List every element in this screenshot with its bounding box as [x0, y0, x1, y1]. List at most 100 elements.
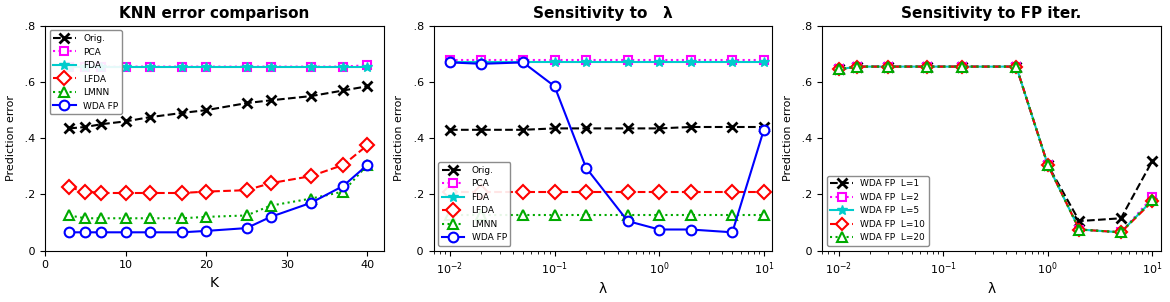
Orig.	[263, 98, 277, 102]
Orig.	[95, 122, 109, 126]
PCA	[304, 65, 318, 69]
WDA FP	[474, 62, 488, 66]
Orig.	[304, 94, 318, 98]
LFDA	[443, 190, 457, 193]
Line: WDA FP  L=5: WDA FP L=5	[834, 62, 1157, 237]
LMNN	[757, 214, 771, 217]
WDA FP  L=20	[1072, 228, 1086, 231]
LMNN	[683, 214, 697, 217]
Orig.	[176, 111, 190, 115]
WDA FP  L=10	[1145, 200, 1159, 203]
WDA FP  L=1	[849, 65, 863, 69]
WDA FP  L=5	[1114, 230, 1128, 234]
FDA	[263, 65, 277, 69]
LFDA	[360, 143, 374, 147]
Line: WDA FP  L=10: WDA FP L=10	[834, 63, 1157, 236]
WDA FP  L=20	[881, 65, 895, 69]
FDA	[95, 65, 109, 69]
WDA FP	[652, 228, 666, 231]
WDA FP  L=5	[920, 65, 934, 69]
Orig.	[240, 101, 254, 105]
FDA	[652, 61, 666, 64]
PCA	[118, 65, 132, 69]
WDA FP  L=20	[1145, 198, 1159, 202]
LFDA	[474, 190, 488, 193]
Orig.	[683, 125, 697, 129]
LMNN	[143, 217, 157, 220]
LMNN	[336, 190, 350, 193]
PCA	[263, 65, 277, 69]
LMNN	[548, 214, 562, 217]
Legend: WDA FP  L=1, WDA FP  L=2, WDA FP  L=5, WDA FP  L=10, WDA FP  L=20: WDA FP L=1, WDA FP L=2, WDA FP L=5, WDA …	[827, 176, 929, 246]
FDA	[516, 61, 530, 64]
FDA	[443, 61, 457, 64]
WDA FP	[199, 229, 213, 233]
LMNN	[199, 215, 213, 219]
WDA FP	[579, 166, 593, 169]
LFDA	[176, 191, 190, 195]
WDA FP  L=20	[849, 65, 863, 69]
Orig.	[548, 127, 562, 130]
WDA FP  L=20	[920, 65, 934, 69]
LFDA	[725, 190, 739, 193]
PCA	[62, 65, 76, 69]
Legend: Orig., PCA, FDA, LFDA, LMNN, WDA FP: Orig., PCA, FDA, LFDA, LMNN, WDA FP	[49, 31, 122, 114]
FDA	[548, 61, 562, 64]
Line: Orig.: Orig.	[445, 122, 769, 135]
WDA FP  L=10	[1041, 163, 1055, 167]
WDA FP	[360, 163, 374, 167]
Orig.	[360, 85, 374, 88]
LMNN	[620, 214, 634, 217]
Y-axis label: Prediction error: Prediction error	[783, 95, 793, 181]
Title: Sensitivity to   λ: Sensitivity to λ	[534, 5, 673, 21]
WDA FP	[78, 230, 92, 234]
X-axis label: λ: λ	[987, 282, 996, 297]
Title: Sensitivity to FP iter.: Sensitivity to FP iter.	[901, 5, 1081, 21]
Line: WDA FP  L=20: WDA FP L=20	[834, 62, 1157, 237]
LFDA	[95, 191, 109, 195]
LFDA	[199, 190, 213, 193]
Line: WDA FP: WDA FP	[445, 58, 769, 237]
Line: PCA: PCA	[66, 61, 372, 71]
WDA FP  L=1	[920, 65, 934, 69]
WDA FP  L=5	[849, 65, 863, 69]
Orig.	[143, 115, 157, 119]
LFDA	[62, 185, 76, 189]
WDA FP  L=10	[1072, 228, 1086, 231]
LMNN	[62, 214, 76, 217]
WDA FP  L=1	[1145, 159, 1159, 162]
FDA	[199, 65, 213, 69]
WDA FP	[725, 230, 739, 234]
X-axis label: K: K	[209, 276, 219, 290]
LMNN	[95, 217, 109, 220]
WDA FP  L=5	[881, 65, 895, 69]
Orig.	[725, 125, 739, 129]
WDA FP  L=5	[1010, 65, 1024, 69]
PCA	[548, 58, 562, 61]
PCA	[240, 65, 254, 69]
WDA FP  L=2	[881, 65, 895, 69]
WDA FP  L=2	[1114, 230, 1128, 234]
PCA	[652, 58, 666, 61]
Line: LMNN: LMNN	[64, 160, 372, 223]
WDA FP  L=2	[1041, 163, 1055, 167]
FDA	[336, 65, 350, 69]
Y-axis label: Prediction error: Prediction error	[6, 95, 15, 181]
LMNN	[579, 214, 593, 217]
WDA FP  L=5	[1145, 198, 1159, 202]
WDA FP  L=20	[832, 68, 846, 71]
FDA	[304, 65, 318, 69]
FDA	[757, 61, 771, 64]
WDA FP  L=20	[1114, 230, 1128, 234]
Line: FDA: FDA	[64, 62, 372, 72]
PCA	[757, 58, 771, 61]
WDA FP	[95, 230, 109, 234]
WDA FP  L=10	[1114, 230, 1128, 234]
Orig.	[62, 127, 76, 130]
FDA	[725, 61, 739, 64]
WDA FP	[304, 201, 318, 205]
LFDA	[652, 190, 666, 193]
Orig.	[620, 127, 634, 130]
FDA	[360, 65, 374, 69]
LFDA	[336, 163, 350, 167]
